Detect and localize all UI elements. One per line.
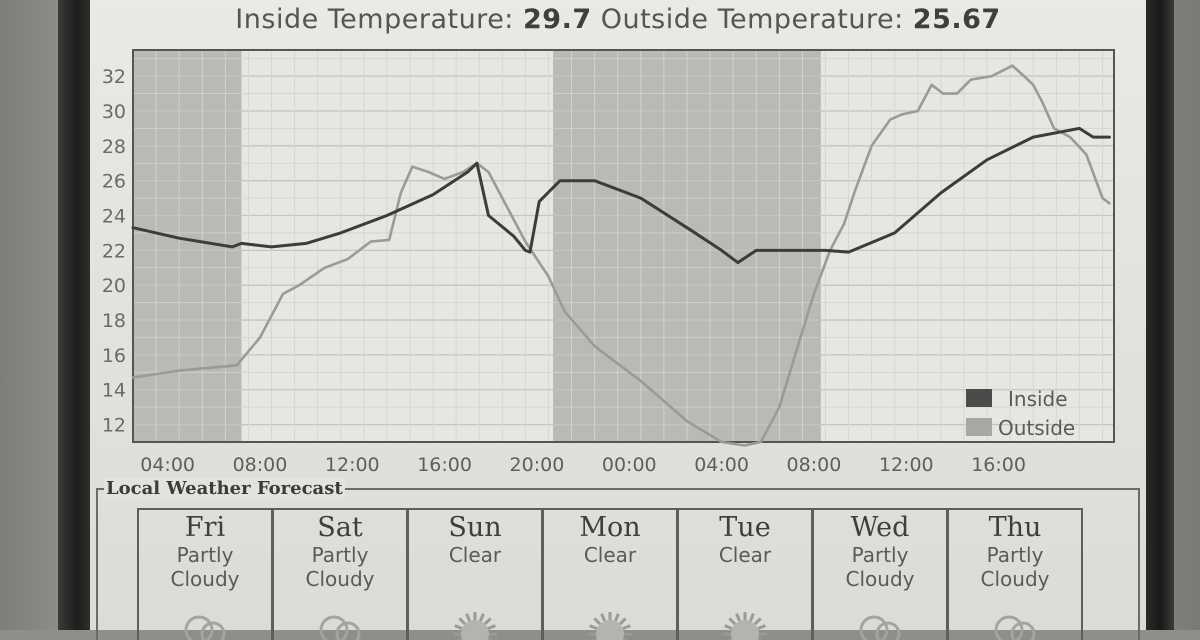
forecast-day-sun: Sun Clear <box>407 508 543 640</box>
y-tick-label: 14 <box>102 380 126 402</box>
series-line-inside <box>131 126 1111 265</box>
forecast-day-name: Tue <box>719 512 771 543</box>
forecast-frame <box>96 488 1140 640</box>
forecast-day-tue: Tue Clear <box>677 508 813 640</box>
x-tick-label: 00:00 <box>602 454 657 476</box>
y-tick-label: 28 <box>102 136 126 158</box>
device-bezel-left <box>58 0 90 630</box>
y-tick-label: 12 <box>102 415 126 437</box>
legend-swatch-inside <box>966 389 992 407</box>
forecast-day-name: Mon <box>579 512 641 543</box>
inside-temp-label: Inside Temperature: <box>235 4 514 35</box>
x-tick-label: 16:00 <box>971 454 1026 476</box>
sun-icon <box>723 612 767 640</box>
x-tick-label: 08:00 <box>787 454 842 476</box>
chart-legend: Inside Outside <box>966 387 1075 440</box>
forecast-day-name: Sun <box>448 512 502 543</box>
y-tick-label: 26 <box>102 171 126 193</box>
forecast-day-wed: Wed Partly Cloudy <box>812 508 948 640</box>
forecast-condition-line1: Partly <box>311 543 369 567</box>
forecast-day-name: Sat <box>317 512 363 543</box>
forecast-day-name: Fri <box>184 512 226 543</box>
x-tick-label: 20:00 <box>510 454 565 476</box>
y-tick-label: 24 <box>102 206 126 228</box>
y-tick-label: 16 <box>102 345 126 367</box>
forecast-day-thu: Thu Partly Cloudy <box>947 508 1083 640</box>
y-tick-label: 18 <box>102 310 126 332</box>
series-line-outside <box>131 64 1111 447</box>
forecast-day-name: Thu <box>988 512 1042 543</box>
y-tick-label: 30 <box>102 101 126 123</box>
temperature-chart: 12 14 16 18 20 22 24 26 28 30 32 04:00 08:00 12:00 16… <box>102 49 1115 476</box>
outside-temp-value: 25.67 <box>912 4 1001 35</box>
forecast-condition-line1: Clear <box>583 543 637 567</box>
y-tick-label: 20 <box>102 275 126 297</box>
partly-cloudy-icon <box>994 615 1036 640</box>
x-tick-label: 12:00 <box>879 454 934 476</box>
forecast-day-name: Wed <box>850 512 910 543</box>
x-tick-label: 08:00 <box>233 454 288 476</box>
legend-label-inside: Inside <box>1008 387 1068 411</box>
device-bezel-right <box>1146 0 1174 630</box>
legend-label-outside: Outside <box>998 416 1075 440</box>
temperature-header: Inside Temperature: 29.7 Outside Tempera… <box>90 4 1146 35</box>
sun-icon <box>453 612 497 640</box>
forecast-condition-line2: Cloudy <box>305 567 375 591</box>
forecast-condition-line2: Cloudy <box>980 567 1050 591</box>
sun-icon <box>588 612 632 640</box>
forecast-condition-line1: Clear <box>448 543 502 567</box>
outside-temp-label: Outside Temperature: <box>600 4 904 35</box>
y-tick-label: 32 <box>102 66 126 88</box>
forecast-condition-line2: Cloudy <box>170 567 240 591</box>
forecast-condition-line1: Clear <box>718 543 772 567</box>
e-ink-screen: Inside Temperature: 29.7 Outside Tempera… <box>90 0 1146 640</box>
inside-temp-value: 29.7 <box>523 4 592 35</box>
forecast-day-fri: Fri Partly Cloudy <box>137 508 273 640</box>
partly-cloudy-icon <box>184 615 226 640</box>
legend-swatch-outside <box>966 418 992 436</box>
x-tick-label: 04:00 <box>694 454 749 476</box>
y-tick-label: 22 <box>102 240 126 262</box>
forecast-condition-line1: Partly <box>986 543 1044 567</box>
x-tick-label: 04:00 <box>140 454 195 476</box>
forecast-condition-line1: Partly <box>176 543 234 567</box>
partly-cloudy-icon <box>319 615 361 640</box>
forecast-condition-line1: Partly <box>851 543 909 567</box>
x-tick-label: 12:00 <box>325 454 380 476</box>
forecast-day-mon: Mon Clear <box>542 508 678 640</box>
plot-frame <box>132 49 1115 443</box>
forecast-title: Local Weather Forecast <box>104 478 345 499</box>
forecast-day-sat: Sat Partly Cloudy <box>272 508 408 640</box>
x-tick-label: 16:00 <box>417 454 472 476</box>
partly-cloudy-icon <box>859 615 901 640</box>
forecast-condition-line2: Cloudy <box>845 567 915 591</box>
